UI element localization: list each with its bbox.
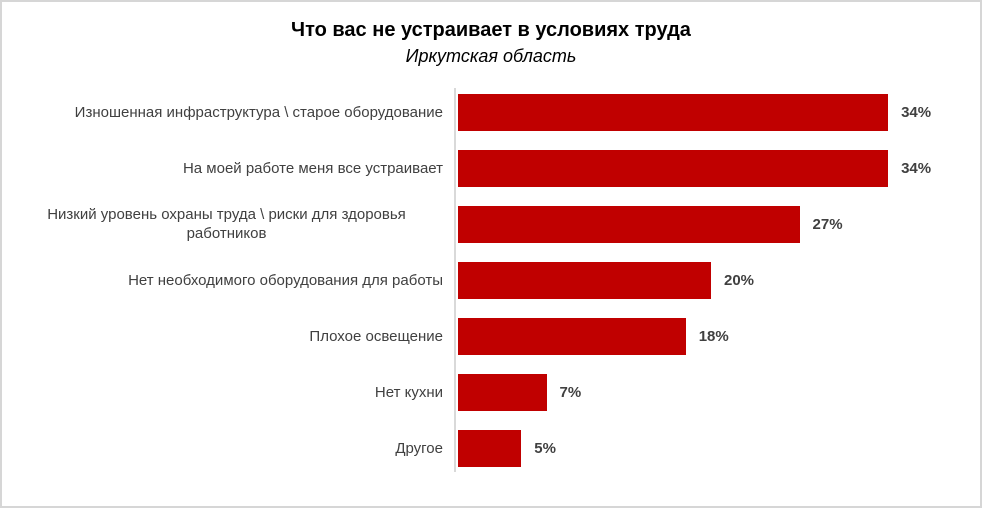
category-label-cell: Нет кухни	[2, 383, 450, 403]
chart-row: Нет кухни 7%	[2, 364, 980, 420]
value-label: 34%	[901, 159, 932, 177]
bar-area: 5%	[458, 429, 964, 467]
category-label: Низкий уровень охраны труда \ риски для …	[47, 205, 406, 243]
value-label: 18%	[698, 327, 729, 345]
category-label-cell: Нет необходимого оборудования для работы	[2, 271, 450, 291]
chart-row: Нет необходимого оборудования для работы…	[2, 252, 980, 308]
bar	[458, 317, 686, 355]
value-label: 27%	[812, 215, 843, 233]
value-label: 7%	[559, 383, 582, 401]
bar-area: 7%	[458, 373, 964, 411]
category-label: Плохое освещение	[309, 327, 443, 345]
bar-area: 34%	[458, 93, 964, 131]
bar	[458, 373, 547, 411]
chart-row: Другое 5%	[2, 420, 980, 476]
chart-row: На моей работе меня все устраивает 34%	[2, 140, 980, 196]
category-label-cell: Низкий уровень охраны труда \ риски для …	[2, 205, 450, 244]
category-axis-line	[454, 88, 456, 473]
category-label: Нет необходимого оборудования для работы	[128, 271, 443, 289]
bar	[458, 261, 711, 299]
category-label-cell: Другое	[2, 439, 450, 459]
category-label-cell: Изношенная инфраструктура \ старое обору…	[2, 103, 450, 123]
value-label: 20%	[724, 271, 755, 289]
bar-area: 20%	[458, 261, 964, 299]
bar-area: 27%	[458, 205, 964, 243]
value-label: 5%	[534, 439, 556, 457]
category-label: Нет кухни	[374, 383, 443, 401]
category-label-cell: Плохое освещение	[2, 327, 450, 347]
chart-header: Что вас не устраивает в условиях труда И…	[2, 2, 980, 68]
chart-row: Низкий уровень охраны труда \ риски для …	[2, 196, 980, 252]
category-label-cell: На моей работе меня все устраивает	[2, 159, 450, 179]
bar-area: 18%	[458, 317, 964, 355]
bar	[458, 149, 889, 187]
chart-title: Что вас не устраивает в условиях труда	[291, 19, 691, 41]
chart-subtitle: Иркутская область	[405, 46, 577, 66]
bar-rows: Изношенная инфраструктура \ старое обору…	[2, 84, 980, 476]
plot-area: Изношенная инфраструктура \ старое обору…	[2, 84, 980, 476]
category-label: Изношенная инфраструктура \ старое обору…	[74, 103, 443, 121]
bar	[458, 93, 889, 131]
chart-row: Изношенная инфраструктура \ старое обору…	[2, 84, 980, 140]
category-label: На моей работе меня все устраивает	[182, 159, 443, 177]
bar	[458, 429, 522, 467]
bar	[458, 205, 800, 243]
chart-row: Плохое освещение 18%	[2, 308, 980, 364]
category-label: Другое	[395, 439, 443, 457]
value-label: 34%	[901, 103, 932, 121]
bar-area: 34%	[458, 149, 964, 187]
